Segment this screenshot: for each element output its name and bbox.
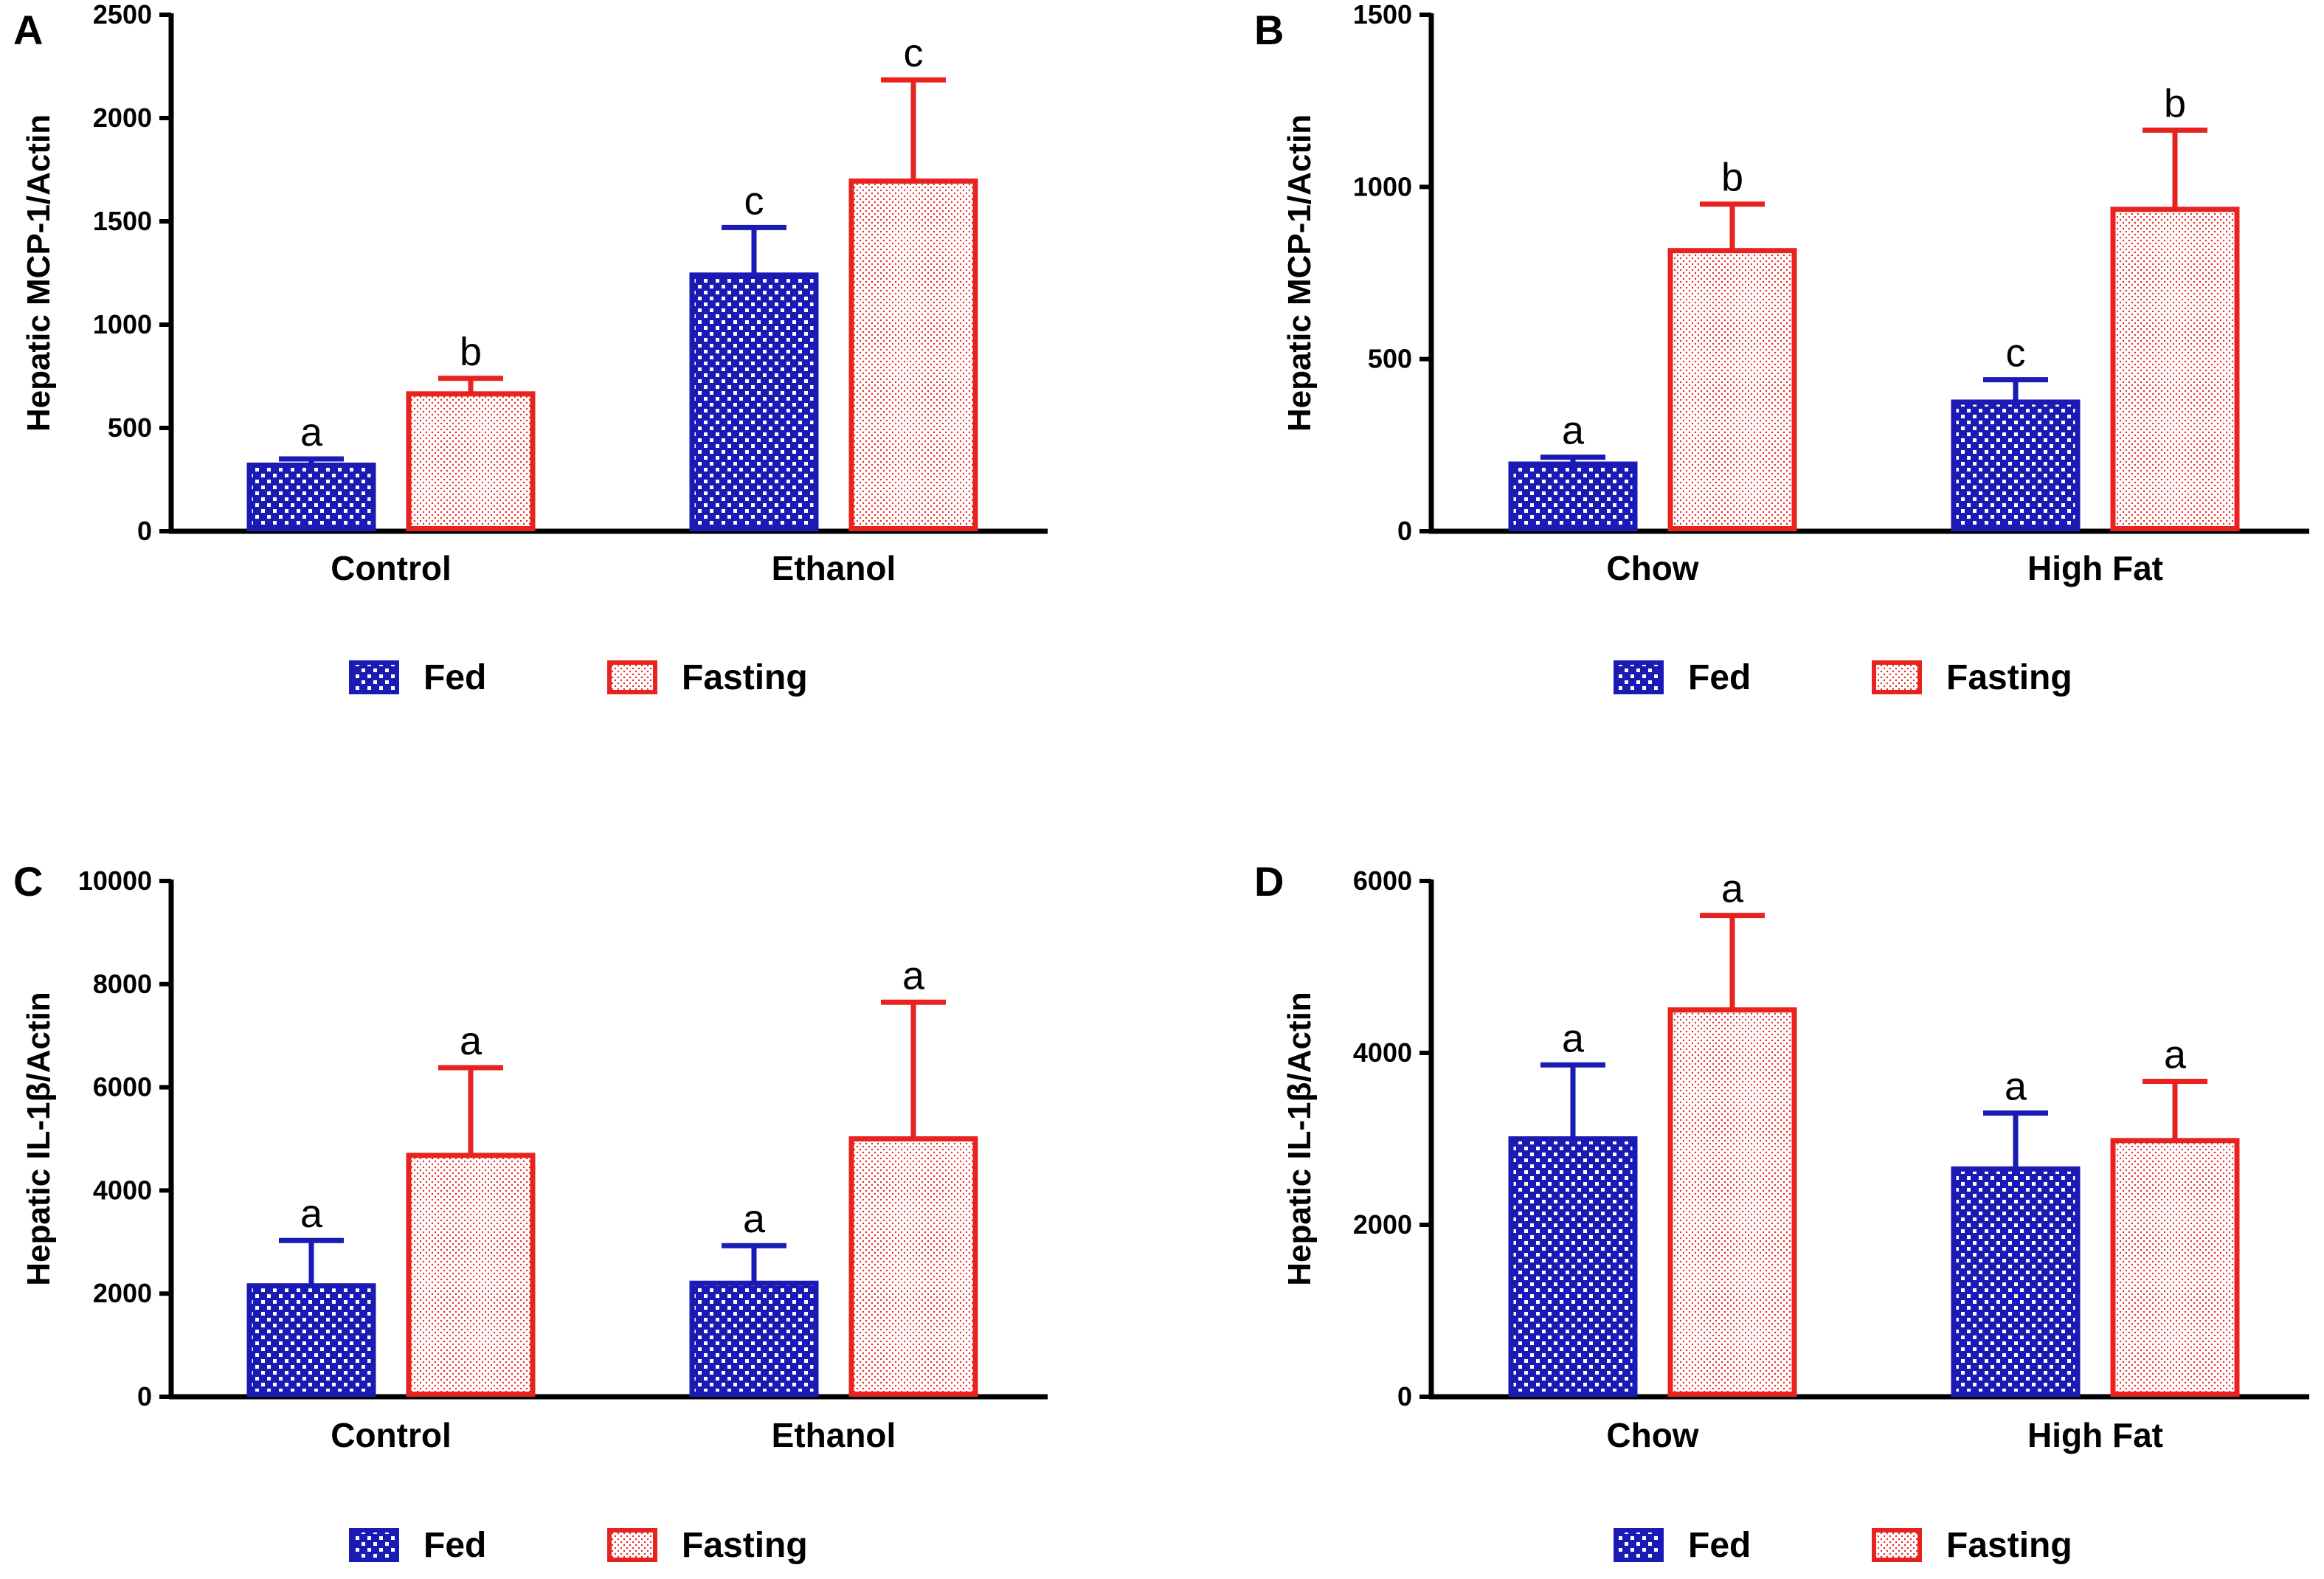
panel-letter: D — [1254, 858, 1284, 905]
bar-fed — [689, 1280, 819, 1397]
legend-swatch-fasting — [1872, 1528, 1922, 1562]
legend-label-fed: Fed — [423, 1526, 486, 1565]
x-tick-label: Control — [331, 549, 452, 587]
x-tick-label: Chow — [1606, 1416, 1698, 1454]
bar-fed — [246, 1283, 376, 1397]
y-tick-label: 1000 — [1353, 171, 1412, 201]
significance-label: b — [2164, 81, 2186, 125]
y-tick-label: 2500 — [93, 0, 152, 30]
legend-label-fed: Fed — [423, 658, 486, 697]
legend-swatch-fasting — [1872, 660, 1922, 694]
y-tick-label: 0 — [1397, 516, 1412, 546]
bar-fed — [1508, 461, 1638, 531]
panel-b: B Hepatic MCP-1/Actin 0 500 1000 1500 Chow High… — [1254, 0, 2309, 697]
significance-label: a — [300, 410, 323, 455]
bar-fasting — [406, 1153, 536, 1397]
panel-letter: A — [13, 7, 43, 53]
significance-label: a — [743, 1197, 766, 1241]
y-tick-label: 500 — [1368, 344, 1412, 374]
bar-fed — [689, 272, 819, 531]
y-tick-label: 10000 — [78, 865, 152, 896]
significance-label: c — [2006, 331, 2026, 376]
legend-swatch-fasting — [607, 660, 657, 694]
legend: Fed Fasting — [349, 658, 808, 697]
significance-label: c — [904, 31, 924, 75]
legend-label-fasting: Fasting — [682, 658, 808, 697]
bar-fed — [1508, 1136, 1638, 1397]
significance-label: a — [2164, 1032, 2187, 1077]
y-tick-label: 2000 — [93, 1278, 152, 1308]
significance-label: b — [1721, 156, 1743, 200]
legend-label-fasting: Fasting — [1946, 1526, 2072, 1565]
significance-label: a — [902, 953, 925, 998]
bar-fasting — [1667, 248, 1797, 531]
significance-label: b — [460, 330, 482, 374]
y-tick-label: 6000 — [93, 1072, 152, 1102]
significance-label: a — [460, 1019, 483, 1063]
y-axis-label: Hepatic MCP-1/Actin — [1282, 114, 1318, 432]
x-tick-label: High Fat — [2027, 549, 2163, 587]
legend-swatch-fasting — [607, 1528, 657, 1562]
x-tick-label: Ethanol — [772, 1416, 896, 1454]
legend-label-fed: Fed — [1688, 1526, 1751, 1565]
significance-label: a — [1721, 867, 1744, 911]
bar-fasting — [406, 391, 536, 531]
y-tick-label: 0 — [137, 516, 152, 546]
panel-d: D Hepatic IL-1β/Actin 0 2000 4000 6000 Chow Hig… — [1254, 858, 2309, 1565]
legend-swatch-fed — [349, 660, 399, 694]
bar-fasting — [1667, 1007, 1797, 1397]
x-tick-label: Chow — [1606, 549, 1698, 587]
y-tick-label: 1500 — [93, 206, 152, 236]
legend-swatch-fed — [349, 1528, 399, 1562]
y-tick-label: 4000 — [93, 1175, 152, 1205]
bar-fasting — [2110, 1138, 2240, 1397]
y-tick-label: 1500 — [1353, 0, 1412, 30]
panel-letter: B — [1254, 7, 1284, 53]
bar-fed — [246, 462, 376, 532]
y-tick-label: 2000 — [1353, 1209, 1412, 1240]
bar-fed — [1951, 399, 2081, 531]
legend: Fed Fasting — [1614, 658, 2072, 697]
y-tick-label: 500 — [108, 412, 152, 443]
significance-label: c — [744, 179, 764, 223]
y-tick-label: 6000 — [1353, 865, 1412, 896]
panel-letter: C — [13, 858, 43, 905]
legend-swatch-fed — [1614, 1528, 1664, 1562]
y-axis-label: Hepatic MCP-1/Actin — [21, 114, 57, 432]
y-tick-label: 0 — [1397, 1381, 1412, 1412]
y-tick-label: 0 — [137, 1381, 152, 1412]
significance-label: a — [2005, 1065, 2027, 1109]
bar-fed — [1951, 1166, 2081, 1397]
y-tick-label: 8000 — [93, 969, 152, 999]
legend-label-fed: Fed — [1688, 658, 1751, 697]
legend-label-fasting: Fasting — [1946, 658, 2072, 697]
bar-fasting — [848, 178, 978, 531]
panel-c: C Hepatic IL-1β/Actin 0 2000 4000 6000 8000 100… — [13, 858, 1048, 1565]
y-tick-label: 1000 — [93, 309, 152, 339]
y-axis-label: Hepatic IL-1β/Actin — [1282, 992, 1318, 1285]
legend: Fed Fasting — [349, 1526, 808, 1565]
x-tick-label: High Fat — [2027, 1416, 2163, 1454]
bar-fasting — [848, 1136, 978, 1397]
significance-label: a — [300, 1192, 323, 1236]
panel-a: A Hepatic MCP-1/Actin 0 500 1000 1500 2000 2500… — [13, 0, 1048, 697]
y-axis-label: Hepatic IL-1β/Actin — [21, 992, 57, 1285]
x-tick-label: Control — [331, 1416, 452, 1454]
legend: Fed Fasting — [1614, 1526, 2072, 1565]
y-tick-label: 4000 — [1353, 1037, 1412, 1068]
legend-label-fasting: Fasting — [682, 1526, 808, 1565]
significance-label: a — [1562, 1016, 1585, 1060]
legend-swatch-fed — [1614, 660, 1664, 694]
y-tick-label: 2000 — [93, 103, 152, 133]
x-tick-label: Ethanol — [772, 549, 896, 587]
significance-label: a — [1562, 409, 1585, 453]
bar-fasting — [2110, 207, 2240, 531]
